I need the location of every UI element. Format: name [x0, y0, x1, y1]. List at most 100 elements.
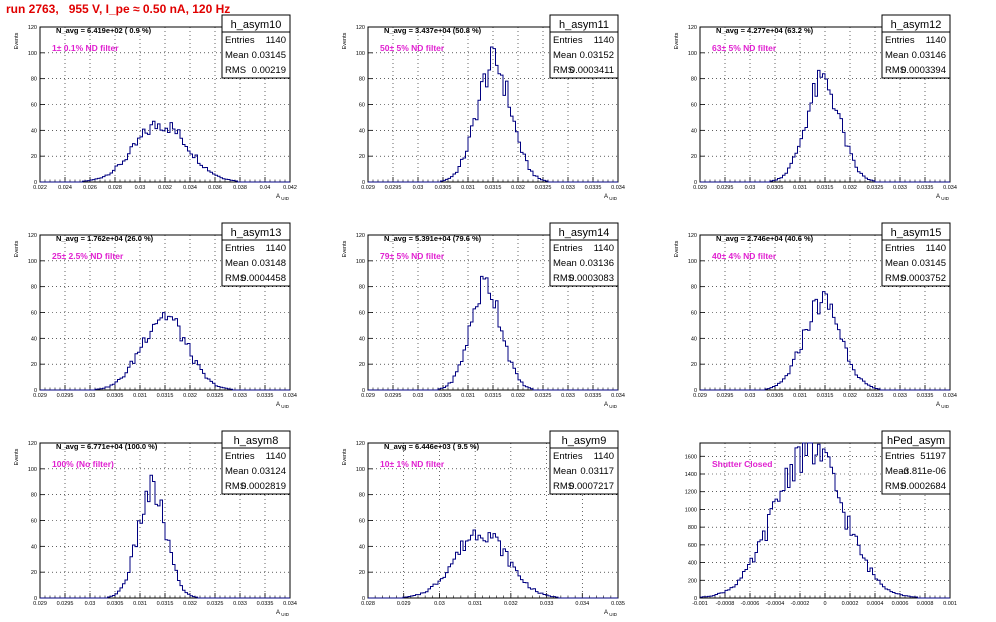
x-tick-label: 0.033: [893, 185, 907, 191]
histogram-panel: 0.029 0.0295 0.03 0.0305 0.031 0.0315 0.032 0.0…: [342, 14, 625, 201]
x-tick-label: 0.03: [434, 601, 445, 607]
stats-label: Entries: [225, 243, 255, 254]
stats-label: Mean: [885, 466, 909, 477]
x-tick-label: 0.0295: [57, 393, 74, 399]
y-tick-label: 0: [362, 180, 365, 186]
stats-box: [549, 239, 619, 287]
stats-value: 0.0003411: [570, 65, 614, 76]
x-tick-label: 0.033: [561, 393, 575, 399]
y-tick-label: 20: [31, 362, 37, 368]
x-tick-label: 0.0325: [867, 393, 884, 399]
y-tick-label: 40: [359, 128, 365, 134]
histogram-line: [40, 120, 290, 183]
x-tick-label: 0.0325: [867, 185, 884, 191]
y-tick-label: 20: [31, 570, 37, 576]
stats-box: [221, 239, 291, 287]
stats-label: Mean: [225, 466, 249, 477]
histogram-title: h_asym9: [562, 435, 607, 447]
y-tick-label: 120: [688, 25, 697, 31]
y-tick-label: 120: [28, 25, 37, 31]
y-tick-label: 0: [362, 388, 365, 394]
stats-label: Entries: [553, 35, 583, 46]
x-tick-label: 0.032: [843, 185, 857, 191]
x-tick-label: 0.033: [233, 601, 247, 607]
y-tick-label: 100: [28, 51, 37, 57]
x-tick-label: 0.031: [793, 185, 807, 191]
stats-label: Mean: [553, 466, 577, 477]
y-axis-title: Events: [14, 32, 20, 49]
histogram-title: h_asym13: [231, 227, 282, 239]
x-tick-label: 0.0325: [207, 393, 224, 399]
x-tick-label: 0.035: [611, 601, 625, 607]
x-tick-label: 0.0335: [917, 185, 934, 191]
x-tick-label: 0.034: [611, 185, 625, 191]
x-tick-label: 0.031: [133, 601, 147, 607]
y-tick-label: 100: [688, 259, 697, 265]
y-tick-label: 60: [691, 311, 697, 317]
navg-label: N_avg = 6.771e+04 (100.0 %): [56, 442, 158, 451]
y-tick-label: 80: [359, 77, 365, 83]
x-tick-label: -0.0004: [766, 601, 785, 607]
stats-label: Mean: [885, 50, 909, 61]
x-tick-label: 0.0305: [107, 601, 124, 607]
stats-value: 0.0002684: [901, 481, 946, 492]
y-axis-title: Events: [14, 240, 20, 257]
x-tick-label: -0.0008: [716, 601, 735, 607]
navg-label: N_avg = 3.437e+04 (50.8 %): [384, 26, 482, 35]
x-tick-label: 0.034: [283, 393, 297, 399]
y-tick-label: 0: [362, 596, 365, 602]
x-tick-label: 0.0335: [585, 393, 602, 399]
filter-label: 100% (No filter): [52, 459, 114, 469]
histogram-line: [700, 291, 950, 391]
stats-value: 1140: [594, 451, 614, 462]
x-tick-label: 0.033: [540, 601, 554, 607]
x-tick-label: 0.0335: [585, 185, 602, 191]
y-tick-label: 80: [31, 493, 37, 499]
filter-label: 40± 4% ND filter: [712, 251, 777, 261]
x-tick-label: 0.034: [611, 393, 625, 399]
x-tick-label: 0.029: [361, 393, 375, 399]
stats-label: Entries: [885, 451, 915, 462]
stats-label: RMS: [553, 481, 574, 492]
x-tick-label: 0.022: [33, 185, 47, 191]
x-tick-label: 0.031: [133, 393, 147, 399]
navg-label: N_avg = 4.277e+04 (63.2 %): [716, 26, 814, 35]
x-axis-title: A UID: [936, 402, 950, 409]
y-tick-label: 1400: [685, 472, 697, 478]
stats-value: 51197: [920, 451, 946, 462]
stats-label: Entries: [885, 35, 915, 46]
y-tick-label: 80: [31, 77, 37, 83]
stats-value: 0.03146: [912, 50, 946, 61]
stats-label: RMS: [553, 273, 574, 284]
x-tick-label: 0.029: [33, 393, 47, 399]
y-tick-label: 80: [691, 285, 697, 291]
y-tick-label: 40: [359, 336, 365, 342]
y-tick-label: 40: [31, 544, 37, 550]
stats-value: 0.03124: [252, 466, 286, 477]
histogram-title: hPed_asym: [887, 435, 945, 447]
x-tick-label: 0.038: [233, 185, 247, 191]
y-tick-label: 20: [359, 570, 365, 576]
filter-label: Shutter Closed: [712, 459, 772, 469]
navg-label: N_avg = 1.762e+04 (26.0 %): [56, 234, 154, 243]
stats-value: -3.811e-06: [901, 466, 946, 477]
filter-label: 1± 0.1% ND filter: [52, 43, 119, 53]
x-tick-label: 0.029: [693, 185, 707, 191]
x-tick-label: 0.0315: [157, 601, 174, 607]
filter-label: 10± 1% ND filter: [380, 459, 445, 469]
stats-box: [221, 31, 291, 79]
histogram-panel: 0.022 0.024 0.026 0.028 0.03 0.032 0.034 0.036 0…: [14, 14, 297, 201]
stats-box: [881, 447, 951, 495]
x-tick-label: 0.0315: [485, 393, 502, 399]
x-tick-label: 0.024: [58, 185, 72, 191]
stats-value: 0.03136: [580, 258, 614, 269]
x-tick-label: 0.0305: [107, 393, 124, 399]
histogram-line: [40, 474, 290, 599]
run-title: run 2763, 955 V, I_pe ≈ 0.50 nA, 120 Hz: [6, 2, 231, 16]
stats-label: Entries: [553, 451, 583, 462]
x-tick-label: 0.032: [183, 393, 197, 399]
histogram-title: h_asym10: [231, 19, 282, 31]
y-tick-label: 100: [28, 467, 37, 473]
x-tick-label: 0.001: [943, 601, 957, 607]
y-tick-label: 40: [31, 336, 37, 342]
